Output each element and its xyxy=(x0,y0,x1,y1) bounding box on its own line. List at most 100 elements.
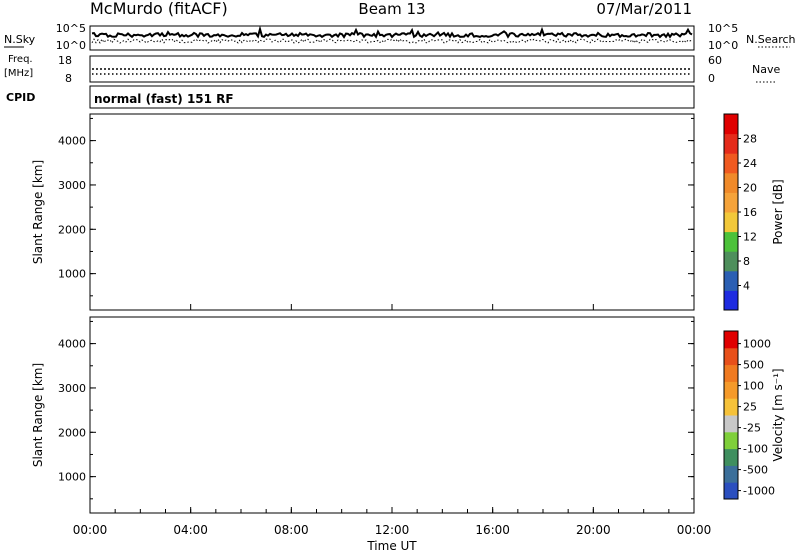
power-cell xyxy=(355,268,359,271)
power-cell xyxy=(345,294,349,297)
power-cell xyxy=(116,271,119,275)
power-cell xyxy=(480,237,484,241)
power-cell xyxy=(202,264,206,267)
power-cell xyxy=(208,259,212,263)
power-cell xyxy=(160,268,164,271)
power-cell xyxy=(287,286,290,290)
power-cell xyxy=(146,283,149,286)
power-cell xyxy=(144,276,147,279)
power-cell xyxy=(345,292,349,295)
power-cell xyxy=(148,275,151,278)
power-cell xyxy=(208,249,212,253)
power-cell xyxy=(182,268,186,271)
power-cell xyxy=(150,247,154,251)
power-cell xyxy=(484,244,488,248)
power-cell xyxy=(158,252,162,255)
power-cell xyxy=(206,263,210,266)
power-cell xyxy=(303,273,307,276)
power-cell xyxy=(333,299,337,303)
power-cell xyxy=(156,245,160,248)
power-cell xyxy=(124,251,127,254)
power-cell xyxy=(166,275,170,278)
power-cell xyxy=(253,260,256,263)
power-cell xyxy=(130,266,133,269)
power-cell xyxy=(446,259,449,262)
power-cell xyxy=(408,244,411,247)
power-cell xyxy=(434,263,437,267)
power-cell xyxy=(402,269,405,272)
power-cell xyxy=(114,306,117,309)
power-cell xyxy=(281,266,284,269)
power-cell xyxy=(361,259,365,262)
power-cell xyxy=(345,284,349,287)
power-cell xyxy=(446,281,449,284)
power-cell xyxy=(243,207,246,211)
power-cell xyxy=(188,253,192,256)
power-cell xyxy=(190,203,194,207)
power-cell xyxy=(271,251,274,254)
power-cell xyxy=(182,280,186,283)
power-cell xyxy=(279,263,282,267)
power-cell xyxy=(202,260,206,263)
power-cell xyxy=(194,277,198,280)
power-cell xyxy=(478,263,482,266)
power-cell xyxy=(424,270,427,274)
power-cell xyxy=(385,265,389,269)
power-cell xyxy=(357,239,361,242)
power-cell xyxy=(414,266,417,269)
power-cell xyxy=(210,252,214,256)
power-cell xyxy=(176,294,180,297)
power-cell xyxy=(112,284,115,287)
power-cell xyxy=(351,243,355,247)
power-cell xyxy=(202,294,206,297)
power-cell xyxy=(90,277,93,280)
power-cell xyxy=(404,217,407,221)
power-cell xyxy=(289,283,292,286)
power-cell xyxy=(136,273,139,276)
power-cell xyxy=(444,264,447,268)
power-cell xyxy=(361,249,365,252)
power-cell xyxy=(238,161,242,165)
power-cell xyxy=(261,251,264,254)
power-cell xyxy=(212,273,216,277)
power-cell xyxy=(128,213,131,217)
power-cell xyxy=(118,215,121,219)
power-cell xyxy=(440,235,443,238)
power-cell xyxy=(178,266,182,269)
power-cell xyxy=(311,276,315,280)
power-cell xyxy=(247,280,250,284)
power-cell xyxy=(454,219,458,223)
power-cell xyxy=(329,267,333,271)
power-cell xyxy=(100,278,103,281)
power-cell xyxy=(331,266,335,269)
power-cell xyxy=(212,263,216,267)
power-cell xyxy=(323,277,327,281)
power-cell xyxy=(255,256,258,260)
power-cell xyxy=(257,279,260,282)
power-cell xyxy=(146,291,149,294)
power-cell xyxy=(257,295,260,298)
power-cell xyxy=(136,243,139,246)
power-cell xyxy=(112,278,115,281)
power-cell xyxy=(422,261,425,265)
power-cell xyxy=(426,238,429,242)
power-cell xyxy=(134,290,137,293)
power-cell xyxy=(249,261,252,265)
power-cell xyxy=(170,253,174,257)
power-cell xyxy=(212,249,216,253)
power-cell xyxy=(230,272,234,275)
power-cell xyxy=(396,267,399,270)
power-cell xyxy=(482,278,486,281)
power-cell xyxy=(474,282,478,286)
power-cell xyxy=(166,293,170,296)
power-cell xyxy=(377,259,381,262)
power-cell xyxy=(478,253,482,256)
power-cell xyxy=(144,286,147,289)
power-cell xyxy=(430,261,433,264)
power-cell xyxy=(253,262,256,265)
power-cell xyxy=(323,291,327,295)
power-cell xyxy=(279,172,282,176)
power-cell xyxy=(422,201,425,205)
power-cell xyxy=(273,188,276,192)
power-cell xyxy=(404,251,407,254)
